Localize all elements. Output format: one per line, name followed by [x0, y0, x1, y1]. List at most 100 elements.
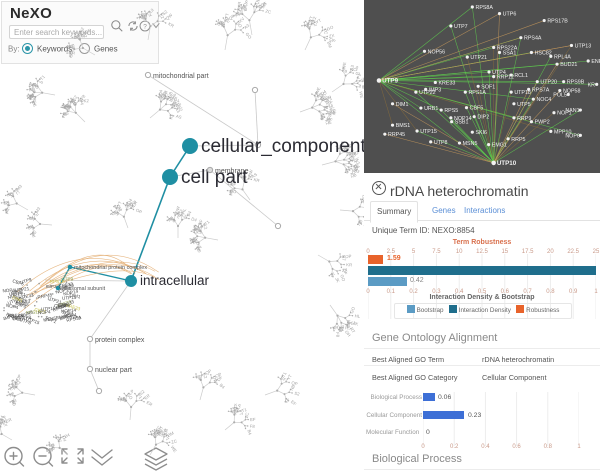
svg-text:K2: K2	[83, 98, 89, 103]
svg-text:R5: R5	[177, 106, 184, 112]
svg-text:ER: ER	[5, 417, 13, 424]
svg-text:AS: AS	[220, 21, 226, 28]
svg-text:NOP6: NOP6	[565, 133, 580, 139]
svg-text:MSN5: MSN5	[463, 141, 478, 147]
svg-text:M3: M3	[34, 206, 42, 214]
svg-text:ZC: ZC	[265, 9, 272, 15]
svg-text:B4: B4	[247, 429, 253, 436]
svg-text:EMG1: EMG1	[492, 143, 507, 149]
svg-text:K2: K2	[168, 113, 174, 120]
svg-text:ZX: ZX	[192, 236, 198, 242]
svg-text:HSC82: HSC82	[535, 50, 552, 56]
svg-text:mitochondrial protein complex: mitochondrial protein complex	[74, 265, 147, 271]
svg-text:UTP20: UTP20	[540, 80, 557, 86]
svg-text:UTP15: UTP15	[420, 129, 437, 135]
svg-text:NAN1: NAN1	[565, 108, 579, 114]
svg-text:WE: WE	[341, 62, 347, 70]
svg-text:WE: WE	[170, 445, 178, 454]
svg-text:RPS17B: RPS17B	[547, 19, 568, 25]
svg-text:D4: D4	[191, 216, 198, 222]
svg-text:QP: QP	[50, 443, 56, 450]
svg-text:F8: F8	[335, 332, 340, 338]
svg-text:protein complex: protein complex	[95, 337, 145, 344]
svg-text:OP: OP	[15, 374, 22, 382]
svg-text:ZX: ZX	[8, 191, 15, 198]
svg-text:DIP2: DIP2	[477, 115, 489, 121]
svg-text:DIM1: DIM1	[396, 102, 409, 108]
svg-text:RPS1A: RPS1A	[468, 90, 486, 96]
svg-text:RPS9B: RPS9B	[567, 80, 585, 86]
svg-text:HL: HL	[354, 313, 361, 319]
svg-text:JK: JK	[334, 277, 341, 284]
svg-text:EF: EF	[250, 417, 256, 422]
svg-text:RPL4A: RPL4A	[554, 54, 571, 60]
svg-text:cellular_component: cellular_component	[201, 136, 364, 157]
svg-text:UTP10: UTP10	[497, 160, 517, 167]
svg-text:KR: KR	[588, 82, 596, 88]
svg-text:K2: K2	[283, 397, 289, 404]
svg-text:XV: XV	[5, 200, 11, 207]
svg-text:AS: AS	[175, 114, 182, 120]
svg-text:F8: F8	[250, 424, 256, 430]
svg-text:R5: R5	[345, 325, 351, 330]
svg-text:KR: KR	[346, 262, 352, 267]
svg-text:KR: KR	[167, 21, 175, 28]
svg-text:M3: M3	[15, 183, 23, 191]
svg-text:PWP2: PWP2	[535, 120, 550, 126]
svg-text:OP: OP	[345, 254, 352, 260]
svg-text:T1: T1	[204, 219, 212, 226]
svg-text:K2: K2	[349, 172, 356, 179]
svg-text:cell part: cell part	[181, 167, 248, 188]
svg-text:RCL1: RCL1	[514, 73, 528, 79]
svg-text:ZX: ZX	[342, 267, 348, 273]
svg-text:BM: BM	[326, 41, 333, 49]
svg-text:RPS7A: RPS7A	[532, 87, 550, 93]
svg-text:KRE33: KRE33	[439, 80, 456, 86]
svg-text:SSB1: SSB1	[455, 120, 469, 126]
svg-text:UTP8: UTP8	[434, 140, 448, 146]
svg-text:OP: OP	[135, 207, 143, 214]
svg-text:UTP18: UTP18	[514, 90, 531, 96]
svg-text:RPS4A: RPS4A	[524, 36, 542, 42]
svg-text:BMS1: BMS1	[396, 123, 411, 129]
svg-text:RRP9: RRP9	[517, 116, 531, 122]
svg-text:B4: B4	[219, 383, 227, 391]
svg-text:QP: QP	[242, 0, 250, 7]
svg-text:SKI6: SKI6	[475, 130, 487, 136]
svg-text:nuclear part: nuclear part	[95, 367, 132, 374]
svg-text:UTP22: UTP22	[419, 90, 436, 96]
svg-text:EF: EF	[4, 206, 11, 212]
svg-text:K2: K2	[30, 229, 38, 237]
svg-text:OP: OP	[197, 375, 203, 382]
svg-text:URB1: URB1	[424, 106, 438, 112]
svg-text:ZC: ZC	[244, 412, 250, 419]
svg-text:CBF5: CBF5	[470, 106, 484, 112]
svg-text:mitochondrial part: mitochondrial part	[153, 73, 209, 80]
svg-text:ER: ER	[143, 393, 151, 401]
svg-text:OP: OP	[319, 114, 324, 121]
svg-text:B4: B4	[64, 432, 71, 439]
svg-text:GO: GO	[326, 24, 335, 31]
svg-text:UTP7: UTP7	[454, 24, 468, 30]
svg-text:RPS8A: RPS8A	[475, 5, 493, 11]
svg-text:B4: B4	[11, 397, 18, 404]
svg-text:JK: JK	[329, 271, 336, 278]
svg-text:KR: KR	[332, 325, 339, 331]
svg-text:LP: LP	[128, 388, 135, 395]
svg-text:UTP5: UTP5	[517, 102, 531, 108]
svg-text:UTP21: UTP21	[470, 55, 487, 61]
svg-text:RPS5: RPS5	[444, 108, 458, 114]
svg-text:KR: KR	[69, 50, 75, 55]
svg-text:S2: S2	[294, 391, 301, 397]
svg-text:T1: T1	[39, 74, 47, 82]
svg-text:YT: YT	[315, 18, 323, 25]
svg-text:ER: ER	[146, 400, 154, 407]
svg-text:SSA1: SSA1	[503, 50, 517, 56]
svg-text:ENP1: ENP1	[591, 59, 600, 65]
svg-text:NOP56: NOP56	[428, 49, 446, 55]
svg-text:M3: M3	[72, 99, 78, 106]
svg-text:K2: K2	[324, 119, 331, 126]
svg-text:IMP3: IMP3	[46, 284, 57, 289]
svg-text:XV: XV	[238, 16, 246, 24]
svg-text:RRP45: RRP45	[388, 132, 405, 138]
